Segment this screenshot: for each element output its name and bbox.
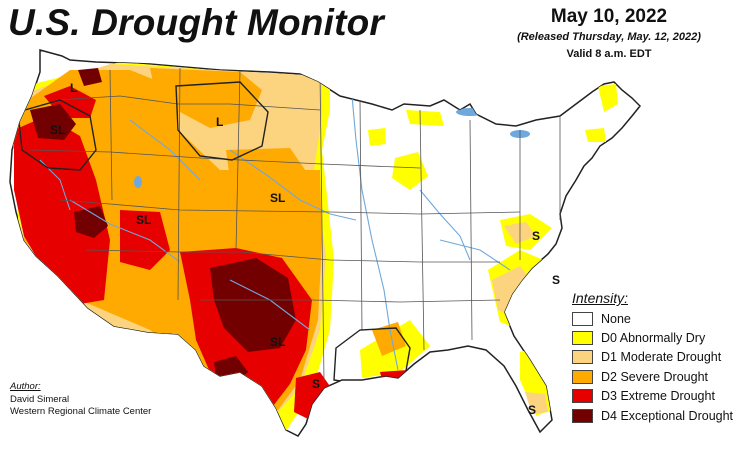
- legend-row-d0: D0 Abnormally Dry: [572, 328, 754, 347]
- impact-label: SL: [270, 191, 285, 205]
- legend-row-d1: D1 Moderate Drought: [572, 348, 754, 367]
- legend: Intensity: None D0 Abnormally Dry D1 Mod…: [572, 290, 754, 425]
- legend-row-d4: D4 Exceptional Drought: [572, 406, 754, 425]
- impact-label: SL: [136, 213, 151, 227]
- state-borders: [29, 67, 561, 381]
- impact-label: S: [528, 403, 536, 417]
- impact-label: S: [552, 273, 560, 287]
- impact-label: SL: [50, 123, 65, 137]
- author-org: Western Regional Climate Center: [10, 406, 152, 417]
- impact-label: S: [312, 377, 320, 391]
- legend-swatch: [572, 350, 593, 365]
- legend-label: D4 Exceptional Drought: [601, 408, 734, 423]
- legend-row-d2: D2 Severe Drought: [572, 367, 754, 386]
- legend-row-d3: D3 Extreme Drought: [572, 387, 754, 406]
- legend-swatch: [572, 389, 593, 404]
- impact-label: L: [70, 81, 77, 95]
- legend-label: D1 Moderate Drought: [601, 350, 722, 365]
- legend-label: D3 Extreme Drought: [601, 389, 715, 404]
- legend-row-none: None: [572, 309, 754, 328]
- legend-swatch: [572, 311, 593, 326]
- legend-swatch: [572, 408, 593, 423]
- date-block: May 10, 2022 (Released Thursday, May. 12…: [484, 6, 734, 60]
- impact-outlines: [17, 81, 411, 385]
- legend-swatch: [572, 369, 593, 384]
- author-heading: Author:: [10, 381, 41, 392]
- impact-label: S: [532, 229, 540, 243]
- impact-labels: L SL L SL SL SL S S S S: [50, 81, 560, 417]
- release-date: (Released Thursday, May. 12, 2022): [517, 31, 701, 43]
- impact-label: L: [216, 115, 223, 129]
- author-name: David Simeral: [10, 393, 70, 405]
- drought-d4-areas: [30, 68, 296, 386]
- legend-swatch: [572, 331, 593, 346]
- map-title: U.S. Drought Monitor: [8, 2, 384, 43]
- author-block: Author: David Simeral Western Regional C…: [10, 381, 151, 419]
- legend-label: D2 Severe Drought: [601, 369, 709, 384]
- valid-time: Valid 8 a.m. EDT: [566, 48, 652, 60]
- legend-label: D0 Abnormally Dry: [601, 331, 706, 346]
- legend-label: None: [601, 311, 631, 326]
- legend-title: Intensity:: [572, 290, 629, 306]
- map-date: May 10, 2022: [550, 6, 668, 27]
- impact-label: SL: [270, 335, 285, 349]
